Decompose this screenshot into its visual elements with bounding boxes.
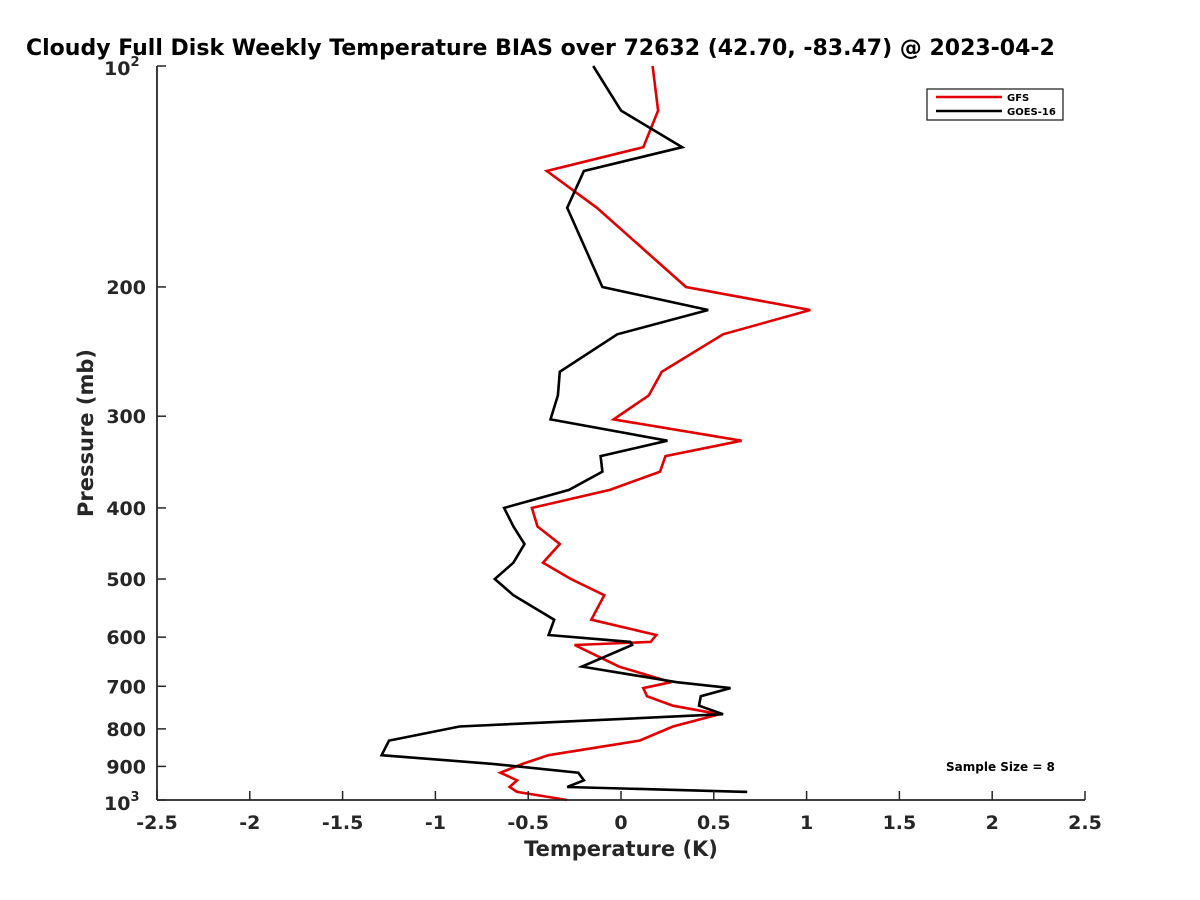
chart-title: Cloudy Full Disk Weekly Temperature BIAS… (26, 36, 1055, 61)
x-ticks: -2.5 -2 -1.5 -1 -0.5 0 0.5 1 1.5 2 2.5 (136, 791, 1102, 834)
y-ticks: 200 300 400 500 600 700 800 900 (106, 65, 166, 801)
x-tick-label: 2 (986, 812, 999, 834)
y-tick-label: 200 (106, 277, 146, 299)
x-tick-label: -2.5 (136, 812, 178, 834)
y-tick-label: 900 (106, 756, 146, 778)
legend-label-goes16: GOES-16 (1007, 107, 1056, 118)
y-tick-power-bottom-base: 10 (104, 793, 130, 815)
legend-box (926, 88, 1064, 121)
sample-size-annotation: Sample Size = 8 (946, 760, 1055, 774)
x-axis-label: Temperature (K) (524, 837, 718, 861)
series-line-gfs (497, 65, 811, 802)
y-tick-power-bottom: 103 (104, 790, 140, 815)
x-tick-label: -0.5 (507, 812, 549, 834)
x-tick-label: 1 (800, 812, 813, 834)
y-tick-label: 700 (106, 676, 146, 698)
plot-lines (379, 65, 811, 802)
x-tick-label: 0.5 (697, 812, 731, 834)
y-tick-label: 500 (106, 569, 146, 591)
y-axis-label: Pressure (mb) (74, 349, 98, 517)
x-tick-label: -1 (425, 812, 446, 834)
y-tick-label: 800 (106, 719, 146, 741)
x-tick-label: -1.5 (322, 812, 364, 834)
x-tick-label: 0 (614, 812, 627, 834)
y-tick-label: 600 (106, 627, 146, 649)
x-tick-label: -2 (239, 812, 260, 834)
x-tick-label: 1.5 (883, 812, 917, 834)
y-tick-label: 300 (106, 406, 146, 428)
y-tick-power-bottom-exp: 3 (130, 790, 139, 805)
x-tick-label: 2.5 (1068, 812, 1102, 834)
legend-label-gfs: GFS (1007, 93, 1029, 104)
y-tick-power-top-base: 10 (104, 58, 130, 80)
series-line-goes-16 (379, 65, 748, 794)
y-tick-label: 400 (106, 498, 146, 520)
y-tick-power-top: 102 (104, 55, 140, 80)
legend: GFS GOES-16 (926, 88, 1064, 121)
y-tick-power-top-exp: 2 (130, 55, 139, 70)
